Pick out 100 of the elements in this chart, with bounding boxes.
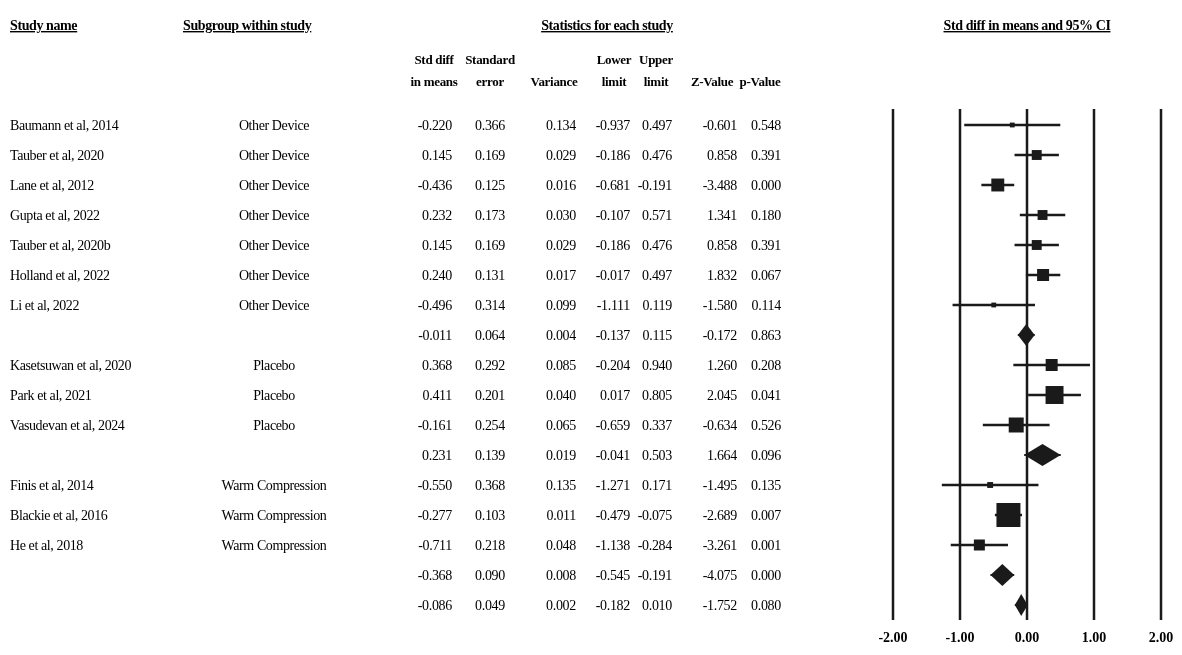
text: -0.191 xyxy=(637,178,672,193)
text: 0.099 xyxy=(545,298,576,313)
category-label: Placebo xyxy=(253,388,295,403)
text: 0.805 xyxy=(641,388,672,403)
text: 0.858 xyxy=(706,238,737,253)
text: 0.366 xyxy=(474,118,505,133)
text: -0.550 xyxy=(417,478,452,493)
text: 0.503 xyxy=(641,448,672,463)
text: 0.863 xyxy=(750,328,781,343)
category-label: Li et al, 2022 xyxy=(10,298,80,313)
text: 0.169 xyxy=(474,238,505,253)
category-label: Warm Compression xyxy=(221,478,327,493)
category-label: Other Device xyxy=(238,178,310,193)
text: 0.201 xyxy=(474,388,505,403)
text: 0.067 xyxy=(750,268,781,283)
text: -4.075 xyxy=(702,568,737,583)
category-label: Finis et al, 2014 xyxy=(10,478,94,493)
text: 0.548 xyxy=(750,118,781,133)
text: 1.260 xyxy=(706,358,737,373)
text: 0.000 xyxy=(750,178,781,193)
text: 1.832 xyxy=(706,268,737,283)
text: -0.436 xyxy=(417,178,452,193)
category-label: Park et al, 2021 xyxy=(10,388,92,403)
text: -1.111 xyxy=(596,298,630,313)
text: -0.496 xyxy=(417,298,452,313)
text: 0.145 xyxy=(421,238,452,253)
text: 2.045 xyxy=(706,388,737,403)
text: 0.231 xyxy=(421,448,452,463)
text: -0.284 xyxy=(637,538,672,553)
text: 0.337 xyxy=(641,418,672,433)
category-label: Other Device xyxy=(238,238,310,253)
text: 0.171 xyxy=(641,478,672,493)
category-label: Tauber et al, 2020 xyxy=(10,148,104,163)
text: 0.017 xyxy=(599,388,630,403)
text: 0.064 xyxy=(474,328,505,343)
category-label: Holland et al, 2022 xyxy=(10,268,110,283)
text: 0.218 xyxy=(474,538,505,553)
text: -0.479 xyxy=(595,508,630,523)
text: 0.019 xyxy=(545,448,576,463)
text: 0.173 xyxy=(474,208,505,223)
text: 1.341 xyxy=(706,208,737,223)
text: 0.391 xyxy=(750,148,781,163)
text: -0.545 xyxy=(595,568,630,583)
text: -0.107 xyxy=(595,208,630,223)
text: 0.048 xyxy=(545,538,576,553)
text: 0.017 xyxy=(545,268,576,283)
text: 0.011 xyxy=(546,508,576,523)
category-label: Lower limit xyxy=(596,52,632,89)
text: 0.103 xyxy=(474,508,505,523)
text: 0.134 xyxy=(545,118,576,133)
text: 0.368 xyxy=(421,358,452,373)
text: 0.008 xyxy=(545,568,576,583)
text: 0.080 xyxy=(750,598,781,613)
category-label: Baumann et al, 2014 xyxy=(10,118,119,133)
category-label: Variance xyxy=(530,74,578,89)
text: 0.497 xyxy=(641,268,672,283)
x-tick-label: 2.00 xyxy=(1148,630,1174,645)
text: -0.086 xyxy=(417,598,452,613)
text: 0.115 xyxy=(642,328,672,343)
text: Study name xyxy=(10,18,78,33)
text: 0.858 xyxy=(706,148,737,163)
text: -0.137 xyxy=(595,328,630,343)
text: 0.131 xyxy=(474,268,505,283)
text: 0.497 xyxy=(641,118,672,133)
category-label: He et al, 2018 xyxy=(10,538,83,553)
text: 0.391 xyxy=(750,238,781,253)
text: -0.659 xyxy=(595,418,630,433)
text: 0.007 xyxy=(750,508,781,523)
text: -0.172 xyxy=(702,328,737,343)
text: -0.937 xyxy=(595,118,630,133)
category-label: Lane et al, 2012 xyxy=(10,178,94,193)
text: Subgroup within study xyxy=(183,18,312,33)
text: 0.010 xyxy=(641,598,672,613)
category-label: Other Device xyxy=(238,298,310,313)
text: 0.571 xyxy=(641,208,672,223)
text: -0.075 xyxy=(637,508,672,523)
text: -0.186 xyxy=(595,238,630,253)
category-label: Other Device xyxy=(238,148,310,163)
text: 0.240 xyxy=(421,268,452,283)
text: -2.689 xyxy=(702,508,737,523)
text: 0.292 xyxy=(474,358,505,373)
text: 0.135 xyxy=(750,478,781,493)
text: 0.049 xyxy=(474,598,505,613)
text: -1.271 xyxy=(595,478,630,493)
category-label: Blackie et al, 2016 xyxy=(10,508,108,523)
text: -0.220 xyxy=(417,118,452,133)
text: 0.029 xyxy=(545,238,576,253)
text: 0.180 xyxy=(750,208,781,223)
text: 0.040 xyxy=(545,388,576,403)
text: 0.065 xyxy=(545,418,576,433)
category-label: Gupta et al, 2022 xyxy=(10,208,100,223)
text: -0.711 xyxy=(418,538,452,553)
category-label: Std diff in means xyxy=(410,52,458,89)
text: 0.001 xyxy=(750,538,781,553)
text: 0.096 xyxy=(750,448,781,463)
text: 0.232 xyxy=(421,208,452,223)
text: -0.277 xyxy=(417,508,452,523)
x-tick-label: 1.00 xyxy=(1081,630,1107,645)
text: 0.125 xyxy=(474,178,505,193)
text: -0.191 xyxy=(637,568,672,583)
